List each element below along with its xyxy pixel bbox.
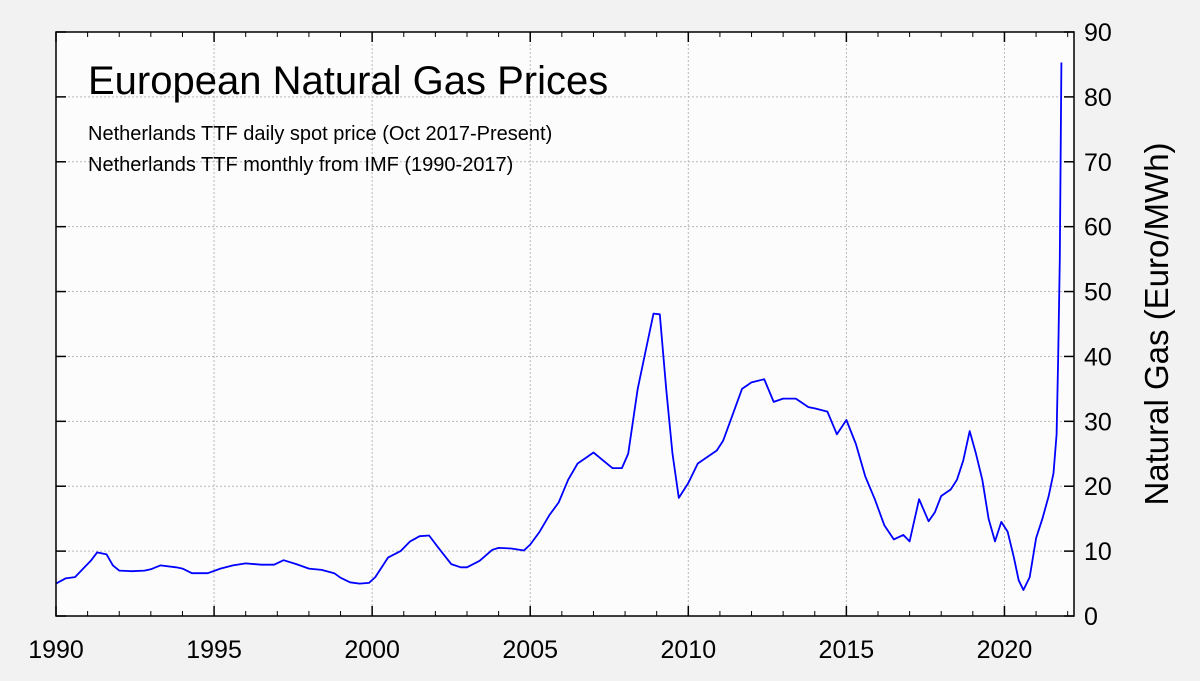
y-tick-label: 70: [1084, 149, 1112, 177]
chart-title: European Natural Gas Prices: [88, 59, 608, 103]
y-axis-label: Natural Gas (Euro/MWh): [1138, 142, 1175, 505]
y-tick-label: 30: [1084, 408, 1112, 436]
y-tick-label: 40: [1084, 343, 1112, 371]
price-series-line: [55, 62, 1063, 591]
chart-subtitle-2: Netherlands TTF monthly from IMF (1990-2…: [88, 154, 513, 176]
plot-area: [56, 32, 1074, 616]
x-tick-label: 1990: [28, 636, 84, 664]
x-tick-label: 2020: [977, 636, 1033, 664]
x-tick-label: 2015: [819, 636, 875, 664]
gridlines: [55, 32, 1074, 616]
y-tick-label: 90: [1084, 19, 1112, 47]
x-tick-label: 1995: [186, 636, 242, 664]
y-tick-label: 50: [1084, 279, 1112, 307]
chart-subtitle-1: Netherlands TTF daily spot price (Oct 20…: [88, 123, 552, 145]
y-tick-label: 20: [1084, 473, 1112, 501]
x-tick-label: 2010: [660, 636, 716, 664]
x-tick-label: 2000: [344, 636, 400, 664]
x-tick-label: 2005: [502, 636, 558, 664]
plot-frame: [55, 31, 1075, 617]
y-tick-label: 80: [1084, 84, 1112, 112]
axis-ticks: 1990 1995 2000 2005 2010 2015 2020 0 10 20 30 40 50 6…: [28, 19, 1112, 664]
y-tick-label: 10: [1084, 538, 1112, 566]
y-tick-label: 0: [1084, 603, 1098, 631]
y-tick-label: 60: [1084, 214, 1112, 242]
